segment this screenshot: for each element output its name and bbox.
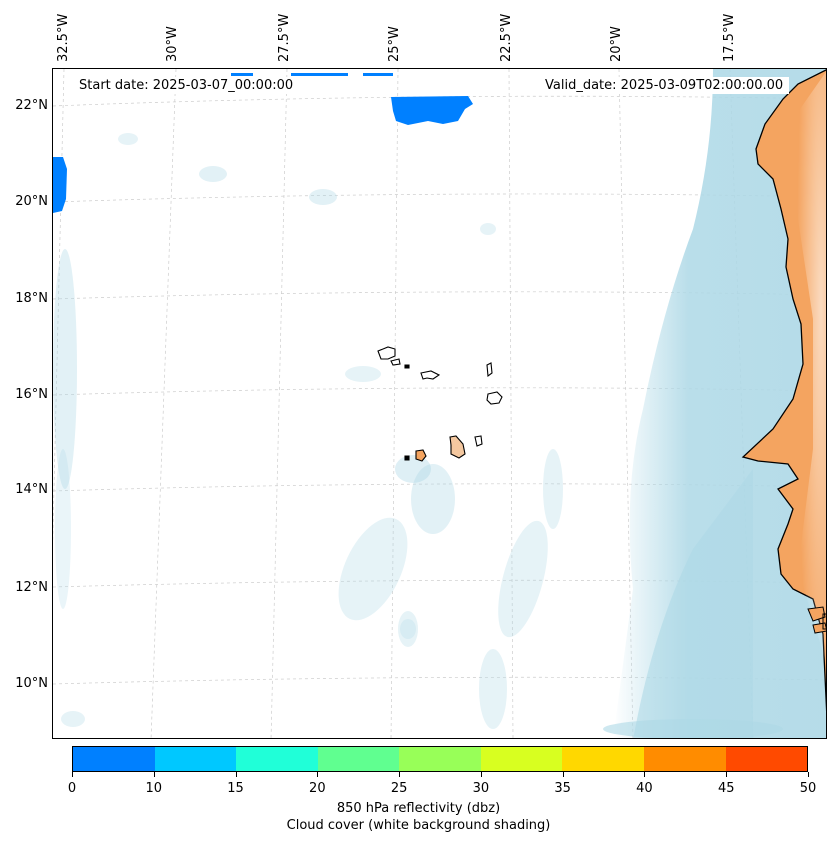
reflectivity-patch-north: [391, 96, 473, 125]
bijagos-islands: [807, 606, 826, 634]
map-canvas: [53, 69, 826, 738]
colorbar-tickmark: [317, 772, 319, 777]
colorbar-tickmark: [399, 772, 401, 777]
colorbar-tickmark: [480, 772, 482, 777]
lon-label-17-5w: 17.5°W: [722, 13, 737, 62]
lat-label-20n: 20°N: [15, 194, 48, 209]
colorbar-segment: [562, 747, 644, 771]
island-boa-vista: [486, 391, 503, 405]
colorbar-segment: [154, 747, 237, 771]
colorbar-tick-label: 20: [309, 781, 326, 796]
lon-label-25w: 25°W: [387, 26, 402, 62]
colorbar-tick-label: 10: [145, 781, 163, 796]
colorbar-tick-label: 35: [554, 781, 571, 796]
land-africa: [741, 69, 826, 712]
valid-date-label: Valid_date: 2025-03-09T02:00:00.00: [539, 77, 790, 94]
island-sao-vicente: [390, 358, 401, 366]
colorbar-label: 850 hPa reflectivity (dbz): [336, 801, 501, 816]
colorbar-tick-label: 50: [799, 781, 817, 796]
colorbar-sublabel: Cloud cover (white background shading): [286, 818, 551, 833]
colorbar-tickmark: [153, 772, 155, 777]
reflectivity-strip-top: [231, 73, 253, 76]
map-panel[interactable]: [52, 68, 827, 739]
colorbar-tickmark: [72, 772, 73, 777]
colorbar-segment: [399, 747, 481, 771]
island-sao-nicolau: [420, 370, 441, 380]
colorbar-tick-label: 40: [636, 781, 653, 796]
colorbar-segment: [73, 747, 155, 771]
lon-label-22-5w: 22.5°W: [499, 13, 514, 62]
lon-label-27-5w: 27.5°W: [277, 13, 292, 62]
cloud-cover-layer: [53, 69, 826, 738]
island-santa-luzia: [404, 364, 410, 369]
reflectivity-layer: [53, 73, 473, 213]
lat-label-14n: 14°N: [15, 482, 48, 497]
colorbar-segment: [236, 747, 318, 771]
colorbar-tick-label: 15: [227, 781, 244, 796]
lat-label-16n: 16°N: [15, 387, 48, 402]
island-fogo: [415, 449, 427, 462]
lon-label-20w: 20°W: [609, 26, 624, 62]
colorbar-tickmark: [808, 772, 809, 777]
colorbar-tick-label: 0: [67, 781, 77, 796]
island-brava: [404, 455, 410, 461]
colorbar-segment: [317, 747, 400, 771]
lon-label-30w: 30°W: [165, 26, 180, 62]
colorbar: [72, 746, 808, 772]
island-maio: [474, 435, 483, 447]
colorbar-segment: [643, 747, 726, 771]
island-santiago: [449, 435, 466, 459]
colorbar-segment: [725, 747, 808, 771]
colorbar-tick-label: 30: [472, 781, 490, 796]
colorbar-tickmark: [562, 772, 564, 777]
lon-label-32-5w: 32.5°W: [56, 13, 71, 62]
colorbar-tick-label: 45: [717, 781, 735, 796]
lat-label-10n: 10°N: [15, 676, 48, 691]
lat-label-12n: 12°N: [15, 580, 48, 595]
reflectivity-strip-top-2: [291, 73, 348, 76]
colorbar-tick-label: 25: [390, 781, 408, 796]
colorbar-tickmark: [726, 772, 728, 777]
colorbar-tickmark: [644, 772, 646, 777]
island-santo-antao: [377, 346, 396, 360]
colorbar-tickmark: [235, 772, 237, 777]
cape-verde-islands: [377, 346, 503, 462]
reflectivity-patch-northwest: [53, 157, 67, 213]
colorbar-segment: [480, 747, 563, 771]
start-date-label: Start date: 2025-03-07_00:00:00: [73, 77, 300, 94]
reflectivity-strip-top-3: [363, 73, 393, 76]
lat-label-18n: 18°N: [15, 291, 48, 306]
island-sal: [486, 362, 493, 378]
lat-label-22n: 22°N: [15, 98, 48, 113]
